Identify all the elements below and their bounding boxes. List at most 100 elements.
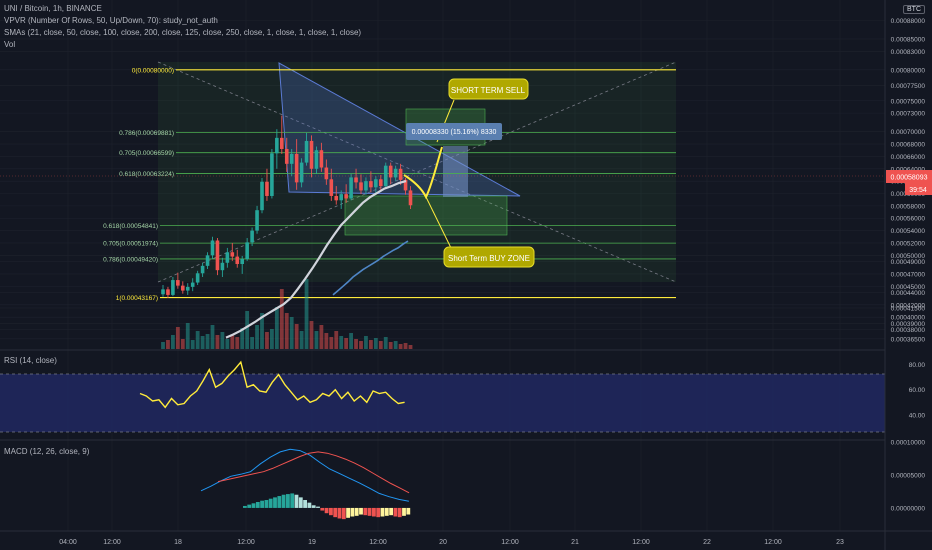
time-tick-label: 20 (439, 539, 447, 546)
buy-zone-box[interactable] (344, 195, 508, 236)
volume-bar (314, 331, 319, 349)
macd-hist-bar (397, 507, 402, 518)
macd-hist-bar (277, 496, 282, 508)
candle-body (190, 282, 195, 287)
macd-hist-bar (402, 507, 406, 516)
macd-axis[interactable]: 0.00010000 0.00005000 0.00000000 (891, 440, 926, 513)
macd-hist-bar (251, 503, 256, 508)
time-tick-label: 12:00 (369, 539, 387, 546)
time-tick-label: 19 (308, 539, 316, 546)
short-term-sell-note[interactable]: SHORT TERM SELL (448, 78, 529, 100)
candle-body (324, 167, 329, 180)
last-price-tag-box (886, 170, 932, 183)
fib-level-label: 0.705(0.00066599) (119, 150, 174, 157)
candle-body (275, 137, 279, 154)
price-tick-label: 0.00044000 (891, 290, 926, 297)
volume-bar (408, 345, 413, 349)
sma-line-blue (332, 240, 409, 296)
short-term-sell-label: SHORT TERM SELL (451, 86, 526, 95)
volume-bar (344, 338, 349, 349)
volume-bar (403, 343, 408, 349)
candle-body (408, 190, 413, 206)
vpvr-indicator-label[interactable]: VPVR (Number Of Rows, 50, Up/Down, 70): … (4, 16, 218, 25)
rsi-pane-label[interactable]: RSI (14, close) (4, 356, 57, 365)
macd-hist-bar (303, 500, 307, 508)
volume-bar (274, 307, 279, 349)
volume-bar (279, 289, 284, 349)
buy-zone-box-note (443, 246, 535, 268)
macd-hist-bar (298, 497, 303, 508)
volume-bar (185, 323, 190, 349)
volume-bar (265, 332, 269, 349)
time-tick-label: 12:00 (237, 539, 255, 546)
price-pane[interactable]: 0(0.00080000) 0.786(0.00069881) 0.705(0.00… (0, 61, 885, 349)
price-tick-label: 0.00050000 (891, 253, 926, 260)
price-tick-label: 0.00042000 (891, 302, 926, 309)
volume-bar (354, 339, 358, 349)
macd-hist-bar (376, 507, 381, 518)
price-tick-label: 0.00088000 (891, 18, 926, 25)
macd-tick-label: 0.00005000 (891, 472, 926, 479)
rsi-axis[interactable]: 80.00 60.00 40.00 (909, 362, 926, 419)
volume-indicator-label[interactable]: Vol (4, 40, 16, 49)
countdown-tag-box (905, 183, 932, 195)
rsi-pane[interactable] (0, 360, 885, 433)
price-axis[interactable]: 0.00088000 0.00085000 0.00083000 0.00080000… (891, 18, 926, 343)
macd-hist-bar (393, 507, 398, 517)
price-tick-label: 0.00068000 (891, 142, 926, 149)
volume-bar (215, 335, 220, 349)
time-axis[interactable]: 04:00 12:00 18 12:00 19 12:00 20 12:00 21 12:00 22… (59, 539, 844, 546)
price-tick-label: 0.00036500 (891, 336, 926, 343)
time-tick-label: 04:00 (59, 539, 77, 546)
price-tick-label: 0.00039000 (891, 321, 926, 328)
macd-pane-label[interactable]: MACD (12, 26, close, 9) (4, 447, 90, 456)
candle-body (220, 262, 225, 271)
price-tick-label: 0.00041500 (891, 305, 926, 312)
last-price-tag: 0.00058093 39:54 (886, 170, 932, 195)
macd-hist-bar (273, 497, 277, 508)
rsi-tick-label: 80.00 (909, 362, 926, 369)
candle-body (176, 280, 180, 286)
candle-body (210, 240, 215, 256)
volume-bar (304, 279, 309, 349)
volume-bar (359, 341, 363, 349)
volume-bar (294, 324, 299, 349)
candle-body (339, 194, 343, 201)
macd-pane[interactable] (200, 448, 411, 520)
candle-body (309, 140, 314, 169)
candle-body (359, 182, 363, 191)
rsi-band-fill (0, 374, 885, 432)
candle-body (314, 150, 319, 169)
price-tick-label: 0.00040000 (891, 315, 926, 322)
candle-body (280, 137, 284, 149)
candle-body (289, 153, 294, 164)
macd-hist-bar (337, 507, 342, 519)
macd-hist-bar (247, 504, 252, 508)
price-tick-label: 0.00070000 (891, 129, 926, 136)
buy-zone-note[interactable]: Short Term BUY ZONE (443, 246, 535, 268)
currency-badge[interactable]: BTC (903, 5, 925, 14)
time-tick-label: 12:00 (103, 539, 121, 546)
chart-title[interactable]: UNI / Bitcoin, 1h, BINANCE (4, 4, 102, 13)
macd-hist-bar (243, 505, 247, 508)
candle-body (161, 289, 165, 295)
macd-hist-bar (333, 507, 338, 518)
candle-body (379, 179, 383, 187)
price-tick-label: 0.00038000 (891, 327, 926, 334)
macd-hist-bar (316, 506, 320, 508)
candle-body (195, 273, 200, 283)
macd-hist-bar (346, 507, 350, 518)
price-tick-label: 0.00056000 (891, 216, 926, 223)
volume-bar (299, 331, 304, 349)
time-tick-label: 12:00 (764, 539, 782, 546)
sma-indicator-label[interactable]: SMAs (21, close, 50, close, 100, close, … (4, 28, 362, 37)
fib-level-label: 0(0.00080000) (132, 67, 174, 74)
measure-tooltip-text: 0.00008330 (15.16%) 8330 (412, 129, 497, 136)
buy-zone-pointer (425, 196, 453, 251)
candle-body (304, 140, 309, 163)
fib-levels: 0(0.00080000) 0.786(0.00069881) 0.705(0.00… (103, 67, 676, 302)
candle-body (250, 230, 254, 243)
volume-bar (284, 313, 289, 349)
measure-tooltip[interactable]: 0.00008330 (15.16%) 8330 (406, 123, 502, 140)
